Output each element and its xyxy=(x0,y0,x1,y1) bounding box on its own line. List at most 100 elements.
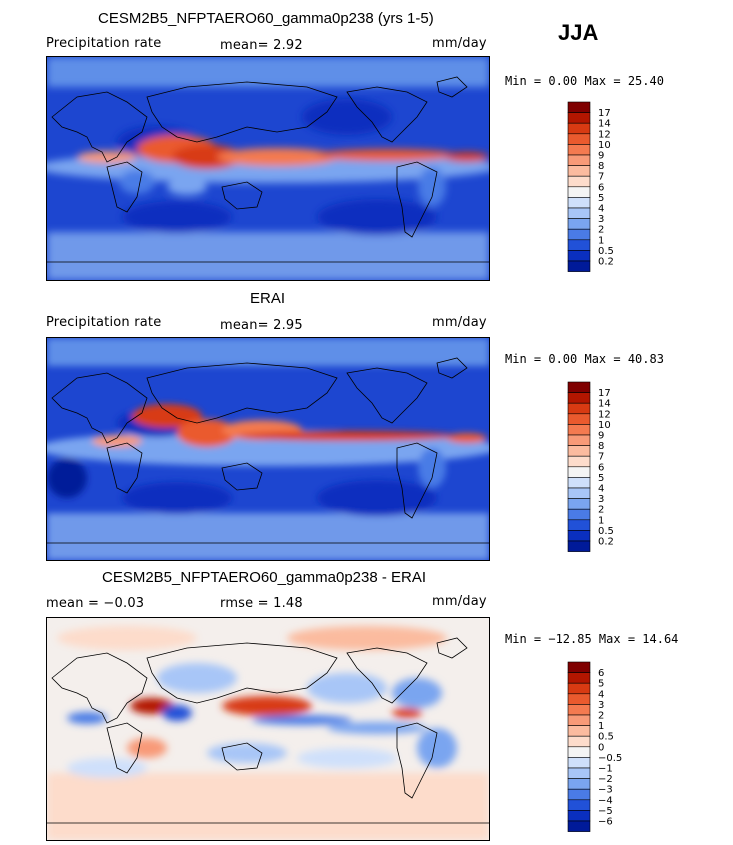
colorbar-tick-label: 0.2 xyxy=(598,257,614,268)
colorbar-swatch xyxy=(567,424,591,436)
colorbar-tick-label: 0.5 xyxy=(598,246,614,257)
panel3-units-label: mm/day xyxy=(432,594,487,609)
colorbar-swatch xyxy=(567,445,591,457)
colorbar-tick-label: 12 xyxy=(598,409,611,420)
colorbar-tick-label: 0.2 xyxy=(598,537,614,548)
colorbar-tick-label: 3 xyxy=(598,494,604,505)
panel1-precipitation-map xyxy=(37,56,497,281)
colorbar-tick-label: 14 xyxy=(598,119,611,130)
colorbar-swatch xyxy=(567,746,591,758)
colorbar-tick-label: 2 xyxy=(598,225,604,236)
colorbar-swatch xyxy=(567,519,591,531)
colorbar-tick-label: 4 xyxy=(598,204,604,215)
panel1-mean-label: mean= 2.92 xyxy=(220,38,303,53)
colorbar-tick-label: 7 xyxy=(598,172,604,183)
panel1-colorbar: 17 14 12 10 9 8 7 6 5 4 3 2 1 0.5 0.2 xyxy=(566,101,636,273)
colorbar-swatch xyxy=(567,820,591,832)
colorbar-swatch xyxy=(567,154,591,166)
colorbar-tick-label: 6 xyxy=(598,462,604,473)
colorbar-swatch xyxy=(567,767,591,779)
colorbar-swatch xyxy=(567,810,591,822)
colorbar-swatch xyxy=(567,498,591,510)
colorbar-tick-label: 6 xyxy=(598,182,604,193)
colorbar-tick-label: −4 xyxy=(598,795,613,806)
colorbar-swatch xyxy=(567,122,591,135)
colorbar-swatch xyxy=(567,144,591,156)
colorbar-tick-label: 7 xyxy=(598,452,604,463)
colorbar-swatch xyxy=(567,218,591,230)
colorbar-swatch xyxy=(567,725,591,737)
colorbar-swatch xyxy=(567,175,591,188)
colorbar-tick-label: 1 xyxy=(598,235,604,246)
colorbar-swatch xyxy=(567,540,591,552)
panel1-minmax-label: Min = 0.00 Max = 25.40 xyxy=(505,74,664,88)
season-label: JJA xyxy=(558,20,599,45)
panel2-title: ERAI xyxy=(250,290,286,307)
colorbar-swatch xyxy=(567,186,591,198)
colorbar-tick-label: 9 xyxy=(598,151,604,162)
colorbar-swatch xyxy=(567,402,591,415)
colorbar-tick-label: 3 xyxy=(598,214,604,225)
colorbar-swatch xyxy=(567,682,591,695)
colorbar-tick-label: 14 xyxy=(598,399,611,410)
colorbar-tick-label: 6 xyxy=(598,668,604,679)
colorbar-swatch xyxy=(567,487,591,499)
colorbar-tick-label: 8 xyxy=(598,441,604,452)
colorbar-tick-label: 0 xyxy=(598,742,604,753)
panel3-minmax-label: Min = −12.85 Max = 14.64 xyxy=(505,632,679,646)
colorbar-swatch xyxy=(567,455,591,468)
colorbar-tick-label: 5 xyxy=(598,193,604,204)
colorbar-swatch xyxy=(567,133,591,145)
panel2-minmax-label: Min = 0.00 Max = 40.83 xyxy=(505,352,664,366)
panel2-precipitation-map xyxy=(37,337,497,561)
colorbar-tick-label: −6 xyxy=(598,817,613,828)
colorbar-swatch xyxy=(567,228,591,241)
colorbar-tick-label: 2 xyxy=(598,505,604,516)
colorbar-tick-label: 0.5 xyxy=(598,526,614,537)
colorbar-tick-label: 5 xyxy=(598,473,604,484)
colorbar-tick-label: −2 xyxy=(598,774,613,785)
panel1-title: CESM2B5_NFPTAERO60_gamma0p238 (yrs 1-5) xyxy=(98,10,434,27)
colorbar-tick-label: 3 xyxy=(598,700,604,711)
panel1-map-canvas xyxy=(37,57,497,280)
colorbar-swatch xyxy=(567,508,591,521)
colorbar-tick-label: 10 xyxy=(598,420,611,431)
colorbar-swatch xyxy=(567,672,591,684)
colorbar-swatch xyxy=(567,757,591,769)
colorbar-tick-label: 4 xyxy=(598,689,604,700)
colorbar-swatch xyxy=(567,101,591,113)
colorbar-tick-label: 1 xyxy=(598,515,604,526)
panel3-rmse-label: rmse = 1.48 xyxy=(220,596,303,611)
panel3-mean-label: mean = −0.03 xyxy=(46,596,145,611)
colorbar-swatch xyxy=(567,112,591,124)
colorbar-swatch xyxy=(567,466,591,478)
panel3-title: CESM2B5_NFPTAERO60_gamma0p238 - ERAI xyxy=(102,569,427,586)
panel2-map-canvas xyxy=(37,338,497,560)
colorbar-swatch xyxy=(567,788,591,801)
colorbar-swatch xyxy=(567,207,591,219)
panel2-variable-label: Precipitation rate xyxy=(46,315,162,330)
colorbar-swatch xyxy=(567,714,591,726)
colorbar-swatch xyxy=(567,239,591,251)
colorbar-tick-label: 17 xyxy=(598,108,611,119)
colorbar-swatch xyxy=(567,165,591,177)
colorbar-tick-label: 2 xyxy=(598,711,604,722)
colorbar-tick-label: 17 xyxy=(598,388,611,399)
panel1-variable-label: Precipitation rate xyxy=(46,36,162,51)
panel1-units-label: mm/day xyxy=(432,36,487,51)
colorbar-tick-label: 8 xyxy=(598,161,604,172)
panel2-colorbar: 17 14 12 10 9 8 7 6 5 4 3 2 1 0.5 0.2 xyxy=(566,381,636,553)
colorbar-tick-label: 10 xyxy=(598,140,611,151)
colorbar-swatch xyxy=(567,661,591,673)
colorbar-tick-label: 12 xyxy=(598,129,611,140)
colorbar-swatch xyxy=(567,197,591,209)
colorbar-swatch xyxy=(567,799,591,811)
colorbar-tick-label: 1 xyxy=(598,721,604,732)
colorbar-swatch xyxy=(567,477,591,489)
colorbar-swatch xyxy=(567,413,591,425)
colorbar-tick-label: −0.5 xyxy=(598,753,622,764)
panel3-difference-map xyxy=(46,617,490,841)
